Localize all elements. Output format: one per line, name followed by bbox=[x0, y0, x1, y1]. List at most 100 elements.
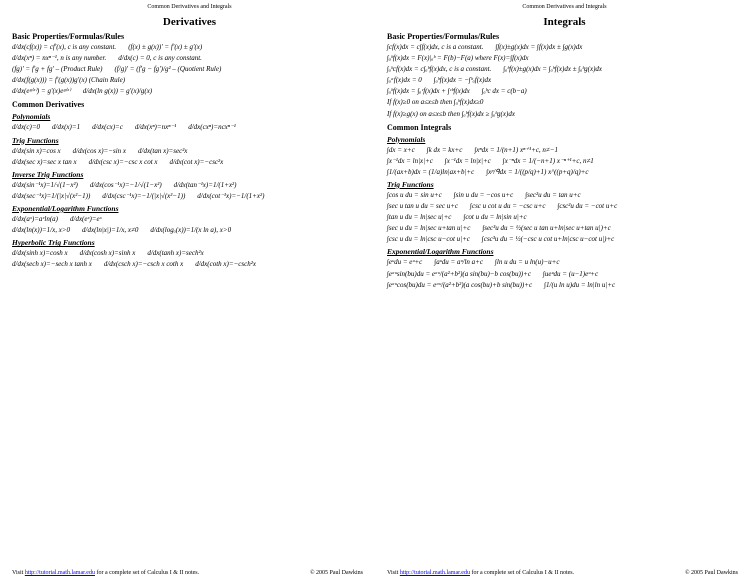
formula: (f/g)' = (f'g − fg')/g² – (Quotient Rule… bbox=[114, 65, 221, 74]
formula: ∫sin u du = −cos u+c bbox=[454, 191, 513, 200]
formula: ∫x⁻ⁿdx = 1/(−n+1) x⁻ⁿ⁺¹+c, n≠1 bbox=[503, 157, 594, 166]
formula: ∫csc²u du = −cot u+c bbox=[557, 202, 617, 211]
copyright: © 2005 Paul Dawkins bbox=[685, 570, 738, 576]
formula: d/dx(sin x)=cos x bbox=[12, 147, 61, 156]
formula: ∫eᵃᵘsin(bu)du = eᵃᵘ/(a²+b²)(a sin(bu)−b … bbox=[387, 270, 531, 279]
footer-link[interactable]: http://tutorial.math.lamar.edu bbox=[400, 570, 470, 576]
formula: ∫dx = x+c bbox=[387, 146, 415, 155]
formula: d/dx(c)=0 bbox=[12, 123, 40, 132]
formula: d/dx(x)=1 bbox=[52, 123, 80, 132]
exp-log-heading: Exponential/Logarithm Functions bbox=[387, 247, 742, 256]
formula: ∫cf(x)dx = c∫f(x)dx, c is a constant. bbox=[387, 43, 483, 52]
formula: d/dx(c) = 0, c is any constant. bbox=[118, 54, 202, 63]
basic-rules-heading: Basic Properties/Formulas/Rules bbox=[387, 32, 742, 41]
formula: d/dx(sec⁻¹x)=1/(|x|√(x²−1)) bbox=[12, 192, 90, 201]
footer: Visit http://tutorial.math.lamar.edu for… bbox=[12, 570, 363, 576]
formula: d/dx(tan⁻¹x)=1/(1+x²) bbox=[174, 181, 237, 190]
inv-trig-heading: Inverse Trig Functions bbox=[12, 170, 367, 179]
formula: d/dx(f(g(x))) = f'(g(x))g'(x) (Chain Rul… bbox=[12, 76, 125, 85]
footer-text: Visit http://tutorial.math.lamar.edu for… bbox=[387, 570, 574, 576]
common-int-heading: Common Integrals bbox=[387, 123, 742, 132]
copyright: © 2005 Paul Dawkins bbox=[310, 570, 363, 576]
formula: ∫sec u tan u du = sec u+c bbox=[387, 202, 458, 211]
formula: d/dx(aˣ)=aˣln(a) bbox=[12, 215, 58, 224]
common-deriv-heading: Common Derivatives bbox=[12, 100, 367, 109]
formula: ∫xᵖ/ᑫdx = 1/((p/q)+1) x^((p+q)/q)+c bbox=[486, 168, 588, 177]
formula: ∫k dx = kx+c bbox=[427, 146, 463, 155]
right-page: Common Derivatives and Integrals Integra… bbox=[375, 0, 750, 580]
formula: d/dx(coth x)=−csch²x bbox=[195, 260, 256, 269]
poly-heading: Polynomials bbox=[12, 112, 367, 121]
formula: d/dx(sech x)=−sech x tanh x bbox=[12, 260, 92, 269]
formula: ∫ₐᵇf(x)dx = F(x)|ₐᵇ = F(b)−F(a) where F(… bbox=[387, 54, 528, 63]
formula: d/dx(sinh x)=cosh x bbox=[12, 249, 68, 258]
formula: d/dx(cosh x)=sinh x bbox=[80, 249, 136, 258]
formula: d/dx(tanh x)=sech²x bbox=[147, 249, 203, 258]
formula: d/dx(csc x)=−csc x cot x bbox=[89, 158, 158, 167]
formula: d/dx(xⁿ) = nxⁿ⁻¹, n is any number. bbox=[12, 54, 106, 63]
formula: ∫xⁿdx = 1/(n+1) xⁿ⁺¹+c, n≠−1 bbox=[474, 146, 558, 155]
formula: d/dx(sec x)=sec x tan x bbox=[12, 158, 77, 167]
left-page: Common Derivatives and Integrals Derivat… bbox=[0, 0, 375, 580]
formula: d/dx(cos⁻¹x)=−1/√(1−x²) bbox=[90, 181, 162, 190]
trig-heading: Trig Functions bbox=[387, 180, 742, 189]
formula: ∫ₐᵇcf(x)dx = c∫ₐᵇf(x)dx, c is a constant… bbox=[387, 65, 491, 74]
formula: ∫eᵘdu = eᵘ+c bbox=[387, 258, 422, 267]
trig-heading: Trig Functions bbox=[12, 136, 367, 145]
page-header: Common Derivatives and Integrals bbox=[12, 4, 367, 10]
formula: ∫csc u du = ln|csc u−cot u|+c bbox=[387, 235, 470, 244]
formula: d/dx(cx)=c bbox=[92, 123, 123, 132]
formula: ∫ln u du = u ln(u)−u+c bbox=[495, 258, 560, 267]
formula: d/dx(eᵍ⁽ˣ⁾) = g'(x)eᵍ⁽ˣ⁾ bbox=[12, 87, 71, 96]
footer-link[interactable]: http://tutorial.math.lamar.edu bbox=[25, 570, 95, 576]
formula: ∫x⁻¹dx = ln|x|+c bbox=[445, 157, 491, 166]
formula: ∫tan u du = ln|sec u|+c bbox=[387, 213, 451, 222]
formula: ∫1/(ax+b)dx = (1/a)ln|ax+b|+c bbox=[387, 168, 474, 177]
formula: d/dx(eˣ)=eˣ bbox=[70, 215, 102, 224]
footer: Visit http://tutorial.math.lamar.edu for… bbox=[387, 570, 738, 576]
formula: d/dx(ln|x|)=1/x, x≠0 bbox=[82, 226, 138, 235]
formula: ∫sec³u du = ½(sec u tan u+ln|sec u+tan u… bbox=[482, 224, 610, 233]
formula: ∫eᵃᵘcos(bu)du = eᵃᵘ/(a²+b²)(a cos(bu)+b … bbox=[387, 281, 532, 290]
formula: ∫csc³u du = ½(−csc u cot u+ln|csc u−cot … bbox=[482, 235, 614, 244]
formula: ∫f(x)±g(x)dx = ∫f(x)dx ± ∫g(x)dx bbox=[495, 43, 582, 52]
formula: ∫ueᵘdu = (u−1)eᵘ+c bbox=[543, 270, 598, 279]
integrals-title: Integrals bbox=[387, 16, 742, 28]
formula: d/dx(csch x)=−csch x coth x bbox=[104, 260, 183, 269]
formula: If f(x)≥g(x) on a≤x≤b then ∫ₐᵇf(x)dx ≥ ∫… bbox=[387, 110, 515, 119]
exp-log-heading: Exponential/Logarithm Functions bbox=[12, 204, 367, 213]
basic-rules-heading: Basic Properties/Formulas/Rules bbox=[12, 32, 367, 41]
formula: ∫ₐᵇf(x)±g(x)dx = ∫ₐᵇf(x)dx ± ∫ₐᵇg(x)dx bbox=[503, 65, 602, 74]
formula: d/dx(cot⁻¹x)=−1/(1+x²) bbox=[197, 192, 264, 201]
formula: ∫ₐᵇf(x)dx = −∫ᵇₐf(x)dx bbox=[434, 76, 491, 85]
formula: d/dx(logₐ(x))=1/(x ln a), x>0 bbox=[150, 226, 231, 235]
formula: If f(x)≥0 on a≤x≤b then ∫ₐᵇf(x)dx≥0 bbox=[387, 98, 483, 107]
formula: ∫cot u du = ln|sin u|+c bbox=[463, 213, 526, 222]
formula: d/dx(tan x)=sec²x bbox=[138, 147, 187, 156]
formula: d/dx(xⁿ)=nxⁿ⁻¹ bbox=[135, 123, 176, 132]
formula: d/dx(cf(x)) = cf'(x), c is any constant. bbox=[12, 43, 116, 52]
formula: d/dx(ln g(x)) = g'(x)/g(x) bbox=[83, 87, 152, 96]
poly-heading: Polynomials bbox=[387, 135, 742, 144]
formula: ∫x⁻¹dx = ln|x|+c bbox=[387, 157, 433, 166]
formula: ∫ₐᵇc dx = c(b−a) bbox=[482, 87, 527, 96]
formula: d/dx(cxⁿ)=ncxⁿ⁻¹ bbox=[188, 123, 236, 132]
formula: ∫1/(u ln u)du = ln|ln u|+c bbox=[544, 281, 615, 290]
formula: ∫ₐᵃf(x)dx = 0 bbox=[387, 76, 422, 85]
formula: d/dx(sin⁻¹x)=1/√(1−x²) bbox=[12, 181, 78, 190]
formula: (fg)' = f'g + fg' – (Product Rule) bbox=[12, 65, 102, 74]
formula: ∫cos u du = sin u+c bbox=[387, 191, 442, 200]
formula: ∫csc u cot u du = −csc u+c bbox=[470, 202, 545, 211]
formula: d/dx(cos x)=−sin x bbox=[73, 147, 126, 156]
formula: d/dx(csc⁻¹x)=−1/(|x|√(x²−1)) bbox=[102, 192, 185, 201]
formula: d/dx(cot x)=−csc²x bbox=[170, 158, 224, 167]
formula: ∫aᵘdu = aᵘ/ln a+c bbox=[434, 258, 483, 267]
page-header: Common Derivatives and Integrals bbox=[387, 4, 742, 10]
derivatives-title: Derivatives bbox=[12, 16, 367, 28]
formula: (f(x) ± g(x))' = f'(x) ± g'(x) bbox=[128, 43, 202, 52]
formula: ∫sec²u du = tan u+c bbox=[525, 191, 580, 200]
formula: d/dx(ln(x))=1/x, x>0 bbox=[12, 226, 70, 235]
formula: ∫ₐᵇf(x)dx = ∫ₐᶜf(x)dx + ∫ᶜᵇf(x)dx bbox=[387, 87, 470, 96]
hyp-heading: Hyperbolic Trig Functions bbox=[12, 238, 367, 247]
footer-text: Visit http://tutorial.math.lamar.edu for… bbox=[12, 570, 199, 576]
